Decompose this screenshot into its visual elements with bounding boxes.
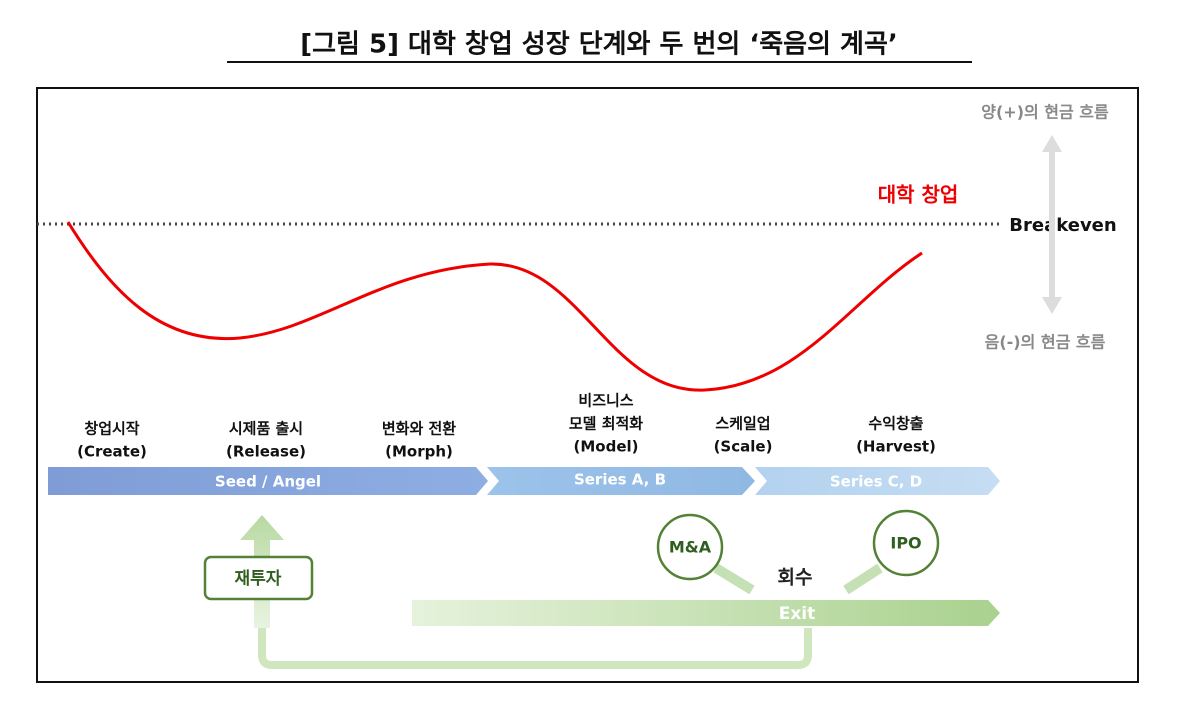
reinvest-box [203, 555, 314, 601]
flow-arrow [1042, 135, 1062, 314]
stage-label: 비즈니스 [578, 392, 633, 410]
stage-label: 창업시작 [84, 420, 139, 438]
stage-label: (Harvest) [856, 438, 936, 456]
ma-arrow [713, 563, 755, 595]
stage-label: 모델 최적화 [569, 415, 643, 433]
exit-label: Exit [779, 604, 816, 624]
ipo-circle [872, 509, 940, 577]
stage-label: 변화와 전환 [382, 420, 456, 438]
reinvest-label: 재투자 [235, 569, 282, 589]
positive-flow: 양(+)의 현금 흐름 [981, 103, 1109, 122]
cashflow-curve [66, 221, 923, 392]
stage-label: (Model) [574, 438, 639, 456]
round-arrow [487, 467, 755, 495]
curve-label: 대학 창업 [878, 183, 959, 207]
title: [그림 5] 대학 창업 성장 단계와 두 번의 ‘죽음의 계곡’ [300, 30, 898, 60]
stage-label: 스케일업 [715, 415, 770, 433]
negative-flow: 음(-)의 현금 흐름 [985, 333, 1106, 352]
ma-label: M&A [669, 538, 712, 557]
stage-label: (Scale) [714, 438, 773, 456]
breakeven-label: Breakeven [1009, 215, 1116, 236]
ma-circle [656, 513, 724, 581]
ipo-label: IPO [890, 534, 921, 553]
stage-label: (Release) [226, 443, 306, 461]
round-arrow [755, 467, 1000, 495]
return-loop [258, 628, 812, 669]
recovery-label: 회수 [778, 567, 813, 589]
stage-label: 수익창출 [868, 415, 923, 433]
stage-label: (Morph) [385, 443, 453, 461]
frame [36, 87, 1139, 683]
exit-bar [412, 600, 1000, 626]
stage-label: (Create) [77, 443, 147, 461]
round-label: Seed / Angel [215, 473, 321, 491]
stage-label: 시제품 출시 [229, 420, 303, 438]
round-arrow [48, 467, 488, 495]
round-label: Series A, B [574, 471, 666, 489]
round-label: Series C, D [830, 473, 922, 491]
ipo-arrow [843, 563, 883, 595]
